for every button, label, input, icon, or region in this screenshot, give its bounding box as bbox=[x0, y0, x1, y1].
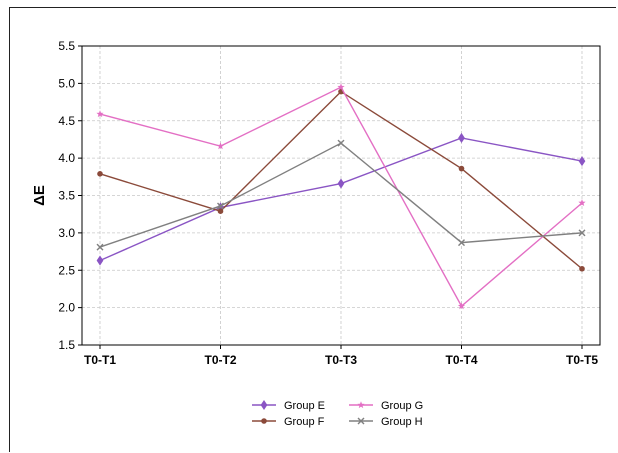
data-point-group-h bbox=[337, 139, 345, 147]
legend-item-group-g: Group G bbox=[349, 400, 423, 412]
x-tick-label: T0-T5 bbox=[566, 353, 598, 367]
series-group-h bbox=[96, 139, 586, 251]
series-group-g bbox=[96, 83, 586, 310]
data-point-group-g bbox=[96, 110, 104, 118]
legend-marker bbox=[261, 418, 267, 424]
x-tick-label: T0-T3 bbox=[325, 353, 357, 367]
legend-marker bbox=[357, 401, 365, 409]
legend-marker bbox=[357, 417, 365, 425]
data-point-group-e bbox=[458, 132, 465, 143]
data-point-group-g bbox=[337, 83, 345, 91]
data-point-group-h bbox=[578, 229, 586, 237]
y-tick-label: 3.0 bbox=[58, 226, 75, 240]
data-point-group-e bbox=[578, 156, 586, 167]
data-point-group-g bbox=[216, 142, 225, 150]
data-point-group-e bbox=[337, 178, 345, 189]
x-tick-label: T0-T4 bbox=[445, 353, 477, 367]
legend-label: Group E bbox=[284, 400, 325, 412]
y-tick-label: 5.5 bbox=[58, 39, 75, 53]
series-group-f bbox=[97, 88, 585, 272]
data-point-group-f bbox=[217, 208, 224, 214]
legend-item-group-f: Group F bbox=[252, 416, 325, 428]
y-axis-label: ΔE bbox=[31, 185, 48, 206]
data-point-group-f bbox=[97, 171, 103, 177]
data-point-group-g bbox=[578, 199, 586, 207]
x-tick-label: T0-T1 bbox=[84, 353, 116, 367]
y-tick-label: 4.5 bbox=[58, 114, 75, 128]
legend-item-group-e: Group E bbox=[252, 399, 325, 412]
y-tick-label: 3.5 bbox=[58, 189, 75, 203]
data-point-group-h bbox=[217, 202, 224, 210]
y-tick-label: 2.5 bbox=[58, 263, 75, 277]
data-point-group-f bbox=[458, 165, 465, 172]
legend-label: Group G bbox=[381, 400, 423, 412]
y-tick-label: 5.0 bbox=[58, 76, 75, 90]
y-tick-label: 4.0 bbox=[58, 151, 75, 165]
data-point-group-h bbox=[96, 243, 104, 251]
legend: Group E Group F Group G Group H bbox=[252, 399, 423, 428]
figure-frame bbox=[9, 7, 616, 452]
legend-item-group-h: Group H bbox=[349, 416, 423, 428]
legend-label: Group F bbox=[284, 416, 325, 428]
data-point-group-f bbox=[579, 265, 585, 272]
data-point-group-e bbox=[96, 255, 104, 266]
x-tick-label: T0-T2 bbox=[204, 353, 236, 367]
data-point-group-h bbox=[458, 239, 465, 247]
y-tick-label: 1.5 bbox=[58, 338, 75, 352]
y-tick-label: 2.0 bbox=[58, 301, 75, 315]
legend-label: Group H bbox=[381, 416, 423, 428]
data-point-group-g bbox=[457, 302, 466, 310]
legend-marker bbox=[260, 399, 268, 411]
